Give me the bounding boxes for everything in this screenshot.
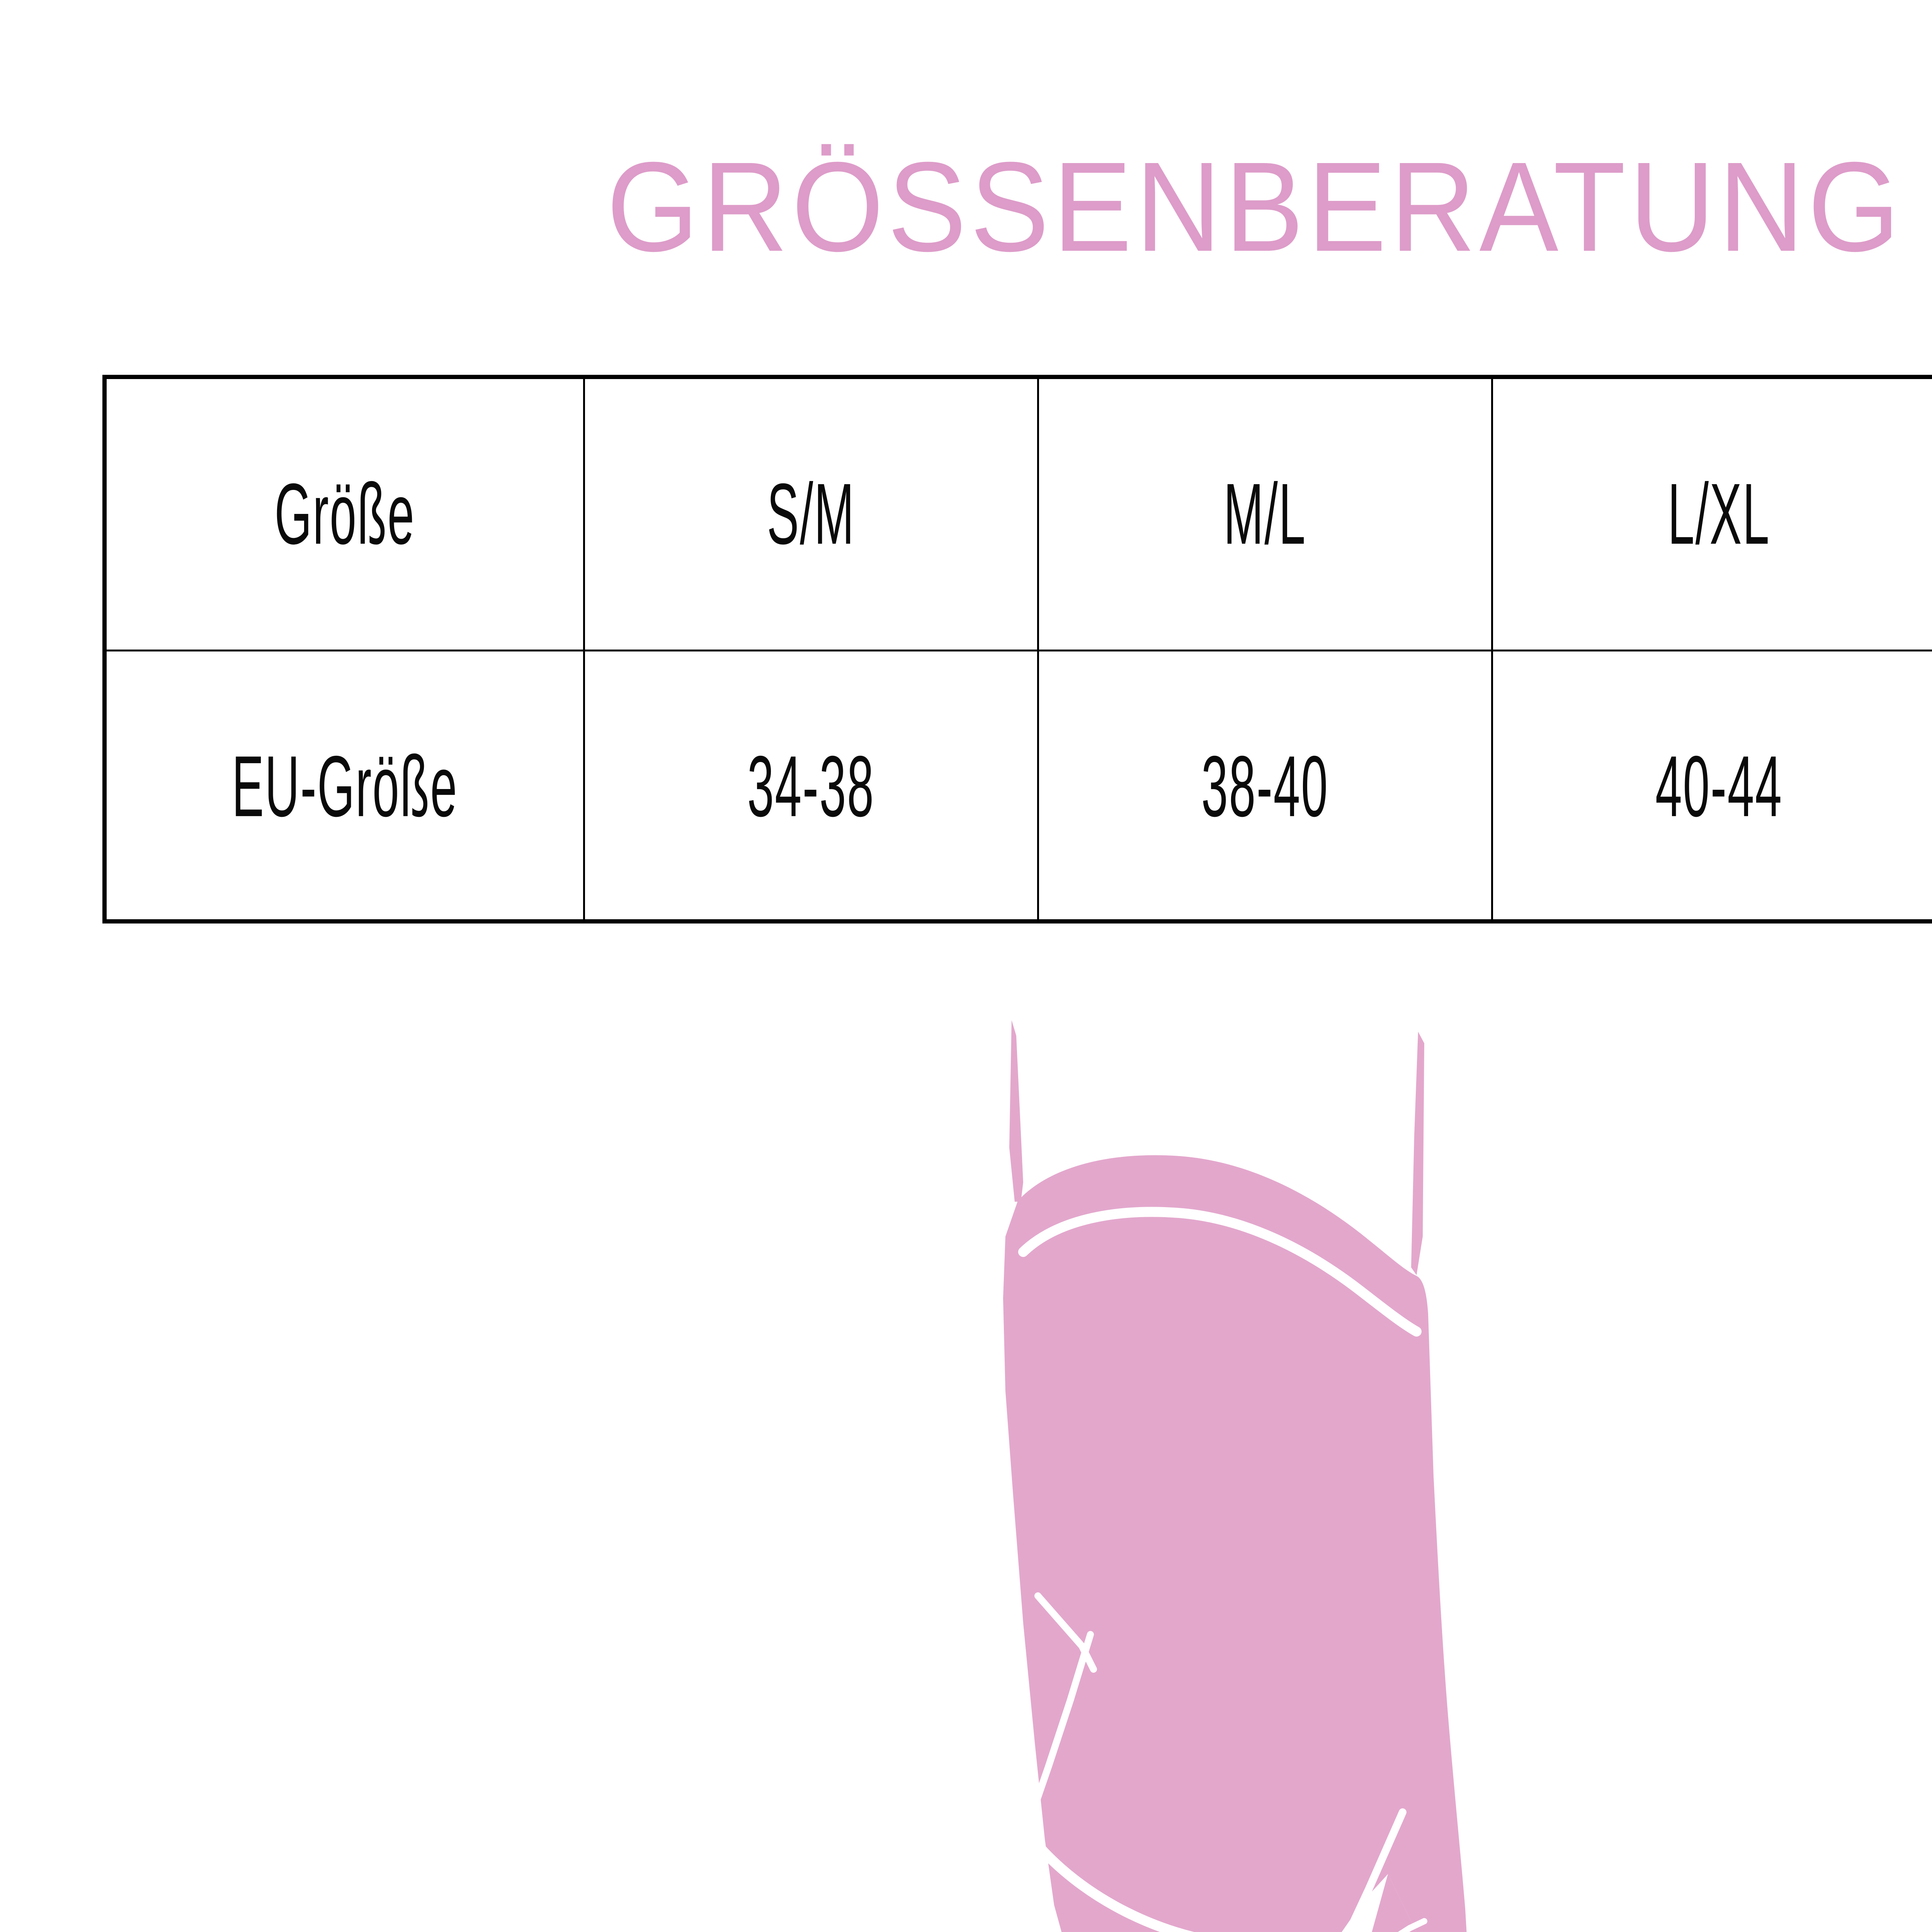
table-row: EU-Größe 34-38 38-40 40-44 44-46 bbox=[107, 650, 1932, 922]
hip-seam-short-line bbox=[1034, 1592, 1097, 1673]
header-label-lxl: L/XL bbox=[1667, 466, 1770, 563]
right-leg-split-line bbox=[1344, 1808, 1406, 1932]
inner-leg-seam-line bbox=[1031, 1631, 1094, 1812]
shorts-right-hem-flare bbox=[1372, 1874, 1417, 1932]
table-header-row: Größe S/M M/L L/XL XL/XXL bbox=[107, 379, 1932, 651]
shorts-body-shape bbox=[1003, 1155, 1467, 1932]
size-table: Größe S/M M/L L/XL XL/XXL bbox=[107, 379, 1932, 922]
header-cell-sm: S/M bbox=[584, 379, 1039, 651]
right-strap-icon bbox=[1411, 1032, 1424, 1275]
page-title: GRÖSSENBERATUNG bbox=[606, 135, 1904, 278]
cell-eu-ml: 38-40 bbox=[1038, 650, 1493, 922]
cell-value-sm: 34-38 bbox=[747, 738, 875, 835]
cell-eu-groesse-label: EU-Größe bbox=[231, 738, 458, 835]
right-hem-detail-line bbox=[1398, 1918, 1427, 1932]
header-label-ml: M/L bbox=[1223, 466, 1306, 563]
cell-value-ml: 38-40 bbox=[1201, 738, 1329, 835]
hem-seam-line bbox=[1034, 1842, 1194, 1932]
cell-eu-lxl: 40-44 bbox=[1492, 650, 1932, 922]
cell-eu-sm: 34-38 bbox=[584, 650, 1039, 922]
waistband-seam-line bbox=[1018, 1207, 1422, 1337]
size-table-container: Größe S/M M/L L/XL XL/XXL bbox=[102, 375, 1932, 923]
left-strap-icon bbox=[1009, 1020, 1023, 1202]
header-cell-ml: M/L bbox=[1038, 379, 1493, 651]
cell-value-lxl: 40-44 bbox=[1655, 738, 1783, 835]
row-label-eu-groesse: EU-Größe bbox=[107, 650, 585, 922]
header-cell-lxl: L/XL bbox=[1492, 379, 1932, 651]
header-label-groesse: Größe bbox=[274, 466, 415, 563]
shorts-illustration bbox=[900, 1020, 1634, 1932]
header-label-sm: S/M bbox=[767, 466, 855, 563]
header-cell-groesse: Größe bbox=[107, 379, 585, 651]
